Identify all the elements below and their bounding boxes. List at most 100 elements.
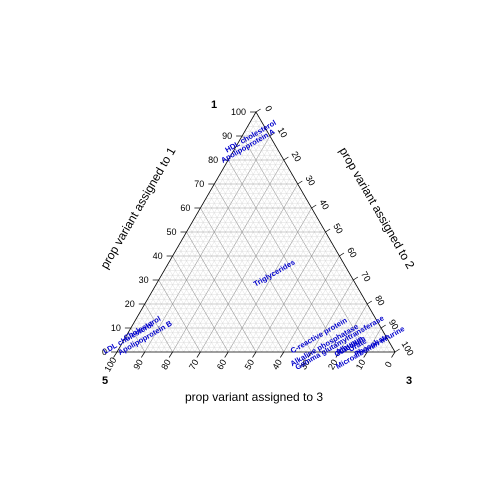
grid-line-p3-52 <box>183 236 251 353</box>
grid-line-p2-66 <box>300 270 348 353</box>
tick-label-right: 0 <box>263 104 274 113</box>
tick-label-bottom: 60 <box>215 358 229 372</box>
grid-line-p2-60 <box>283 255 340 353</box>
grid-line-p3-2 <box>253 116 390 353</box>
grid-line-p2-62 <box>289 260 343 353</box>
grid-line-p2-48 <box>250 227 323 353</box>
axis-title-bottom: prop variant assigned to 3 <box>185 390 323 404</box>
grid-line-p2-80 <box>339 303 368 353</box>
grid-line-p2-74 <box>322 289 360 353</box>
grid-lines <box>119 116 393 353</box>
grid-line-p3-54 <box>180 241 246 353</box>
grid-line-p3-18 <box>230 155 346 353</box>
grid-line-p3-44 <box>194 217 273 353</box>
grid-line-p2-64 <box>294 265 346 353</box>
grid-line-p3-96 <box>122 342 129 353</box>
tick-label-right: 70 <box>359 270 373 284</box>
tick-label-right: 40 <box>317 198 331 212</box>
tick-label-bottom: 20 <box>326 358 340 372</box>
tick-bottom-0 <box>391 351 396 358</box>
axis-title-left: prop variant assigned to 1 <box>97 144 178 271</box>
tick-right-30 <box>297 180 303 185</box>
grid-line-p2-68 <box>305 275 351 353</box>
tick-label-bottom: 100 <box>102 355 118 373</box>
grid-line-p3-62 <box>169 260 223 353</box>
grid-line-p3-30 <box>214 183 312 353</box>
tick-bottom-60 <box>224 351 229 358</box>
tick-label-bottom: 50 <box>243 358 257 372</box>
grid-line-p3-72 <box>155 284 196 353</box>
tick-marks <box>111 108 400 358</box>
grid-line-p2-30 <box>200 183 298 353</box>
grid-line-p3-80 <box>144 303 173 353</box>
tick-bottom-10 <box>363 351 368 358</box>
grid-line-p2-70 <box>311 279 354 353</box>
grid-line-p3-74 <box>152 289 190 353</box>
tick-label-left: 10 <box>111 323 121 333</box>
grid-line-p2-94 <box>378 337 387 353</box>
grid-line-p3-10 <box>241 135 368 353</box>
grid-line-p2-42 <box>233 212 315 353</box>
tick-bottom-100 <box>113 351 118 358</box>
grid-line-p3-84 <box>139 313 162 353</box>
grid-line-p3-68 <box>161 275 207 353</box>
grid-line-p3-94 <box>125 337 134 353</box>
grid-line-p2-92 <box>372 332 385 353</box>
grid-line-p2-6 <box>133 126 265 353</box>
tick-bottom-50 <box>252 351 257 358</box>
grid-line-p2-26 <box>189 174 293 353</box>
grid-line-p3-66 <box>164 270 212 353</box>
tick-label-right: 20 <box>290 150 304 164</box>
grid-line-p2-2 <box>122 116 259 353</box>
corner-label-right: 3 <box>406 375 412 387</box>
grid-line-p2-22 <box>177 164 287 353</box>
tick-right-100 <box>394 348 400 353</box>
tick-label-right: 60 <box>345 246 359 260</box>
grid-line-p2-50 <box>255 231 326 353</box>
grid-line-p2-72 <box>316 284 357 353</box>
corner-label-left: 5 <box>102 375 108 387</box>
grid-line-p2-44 <box>239 217 318 353</box>
tick-right-70 <box>353 276 359 281</box>
tick-label-right: 50 <box>331 222 345 236</box>
grid-line-p3-6 <box>247 126 379 353</box>
grid-line-p3-86 <box>136 318 157 353</box>
grid-line-p3-82 <box>141 308 168 353</box>
grid-line-p3-88 <box>133 323 151 353</box>
grid-line-p3-60 <box>172 255 229 353</box>
tick-right-80 <box>367 300 372 305</box>
corner-label-top: 1 <box>211 99 217 111</box>
tick-label-bottom: 70 <box>187 358 201 372</box>
tick-label-bottom: 10 <box>354 358 368 372</box>
tick-label-bottom: 80 <box>159 358 173 372</box>
tick-label-left: 20 <box>125 299 135 309</box>
tick-label-left: 90 <box>222 131 232 141</box>
tick-label-right: 100 <box>400 339 416 357</box>
grid-line-p3-78 <box>147 299 179 353</box>
grid-line-p2-18 <box>166 155 282 353</box>
tick-right-60 <box>339 252 345 257</box>
grid-line-p2-10 <box>144 135 271 353</box>
grid-line-p3-58 <box>175 251 234 353</box>
tick-label-right: 30 <box>303 174 317 188</box>
tick-label-bottom: 40 <box>270 358 284 372</box>
tick-label-right: 90 <box>387 318 401 332</box>
grid-line-p3-70 <box>158 279 201 353</box>
grid-line-p3-14 <box>236 145 357 353</box>
tick-right-50 <box>325 228 331 233</box>
tick-label-bottom: 30 <box>298 358 312 372</box>
grid-line-p2-34 <box>211 193 304 353</box>
grid-line-p2-84 <box>350 313 373 353</box>
tick-bottom-30 <box>307 351 312 358</box>
grid-line-p3-26 <box>219 174 323 353</box>
grid-line-p2-88 <box>361 323 379 353</box>
tick-label-right: 10 <box>276 126 290 140</box>
tick-label-left: 80 <box>208 155 218 165</box>
grid-line-p2-82 <box>344 308 371 353</box>
tick-right-40 <box>311 204 317 209</box>
grid-line-p2-58 <box>278 251 337 353</box>
grid-line-p3-34 <box>208 193 301 353</box>
tick-right-90 <box>380 324 386 329</box>
grid-line-p3-48 <box>189 227 262 353</box>
